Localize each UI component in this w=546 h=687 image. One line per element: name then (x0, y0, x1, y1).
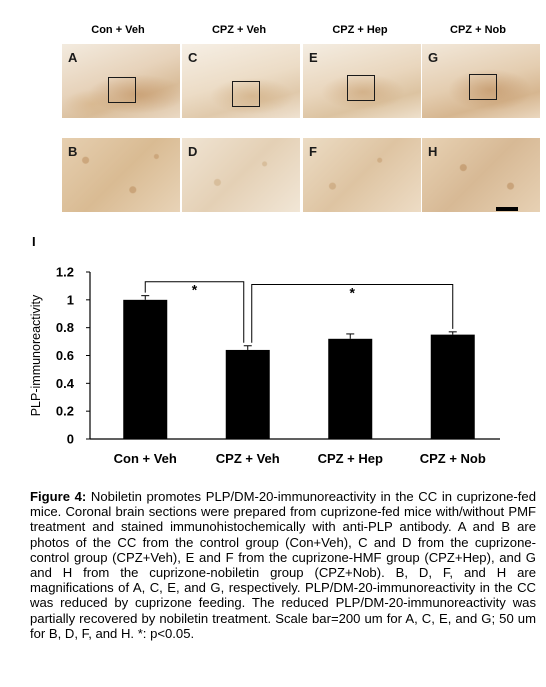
significance-bracket (144, 281, 245, 343)
y-axis-label: PLP-immunoreactivity (29, 294, 43, 416)
y-tick-label: 0.6 (56, 348, 74, 363)
panel-label: B (68, 144, 78, 159)
magnification-box (232, 81, 260, 107)
panel-label: E (309, 50, 318, 65)
magnification-box (469, 74, 497, 100)
panel-label: A (68, 50, 78, 65)
x-tick-label: Con + Veh (114, 451, 177, 466)
x-tick-label: CPZ + Nob (420, 451, 486, 466)
micrograph-panel-c: C (182, 44, 300, 118)
bar (225, 349, 270, 439)
figure-letter: I (32, 234, 36, 249)
y-tick-label: 0.8 (56, 320, 74, 335)
micrograph-panel-b: B (62, 138, 180, 212)
y-tick-label: 1.2 (56, 265, 74, 280)
bar-chart: 0 0.2 0.4 0.6 0.8 1 1.2 PLP-immunoreactivity Con… (29, 265, 500, 466)
panel-label: H (428, 144, 438, 159)
scale-bar (496, 207, 518, 211)
significance-star: * (350, 285, 356, 301)
column-title-con-veh: Con + Veh (91, 24, 145, 36)
micrograph-panel-a: A (62, 44, 180, 118)
x-tick-label: CPZ + Hep (318, 451, 383, 466)
significance-star: * (192, 282, 198, 298)
caption-label: Figure 4: (30, 489, 87, 504)
panel-label: F (309, 144, 317, 159)
micrograph-panel-e: E (303, 44, 421, 118)
y-tick-label: 0 (67, 432, 74, 447)
figure-caption: Figure 4: Nobiletin promotes PLP/DM-20-i… (30, 489, 536, 641)
magnification-box (108, 77, 136, 103)
micrograph-panel-f: F (303, 138, 421, 212)
bar (328, 338, 373, 439)
micrograph-panel-d: D (182, 138, 300, 212)
panel-label: G (428, 50, 439, 65)
x-tick-label: CPZ + Veh (216, 451, 280, 466)
column-title-cpz-veh: CPZ + Veh (211, 24, 267, 36)
column-title-cpz-hep: CPZ + Hep (332, 24, 388, 36)
significance-bracket (251, 284, 454, 343)
y-tick-label: 1 (67, 292, 74, 307)
y-tick-label: 0.2 (56, 404, 74, 419)
caption-text: Nobiletin promotes PLP/DM-20-immunoreact… (30, 489, 536, 641)
column-title-cpz-nob: CPZ + Nob (450, 24, 506, 36)
panel-label: D (188, 144, 198, 159)
micrograph-panel-h: H (422, 138, 540, 212)
bar (430, 334, 475, 439)
bar (123, 299, 168, 439)
panel-label: C (188, 50, 198, 65)
micrograph-panel-g: G (422, 44, 540, 118)
magnification-box (347, 75, 375, 101)
y-tick-label: 0.4 (56, 376, 75, 391)
